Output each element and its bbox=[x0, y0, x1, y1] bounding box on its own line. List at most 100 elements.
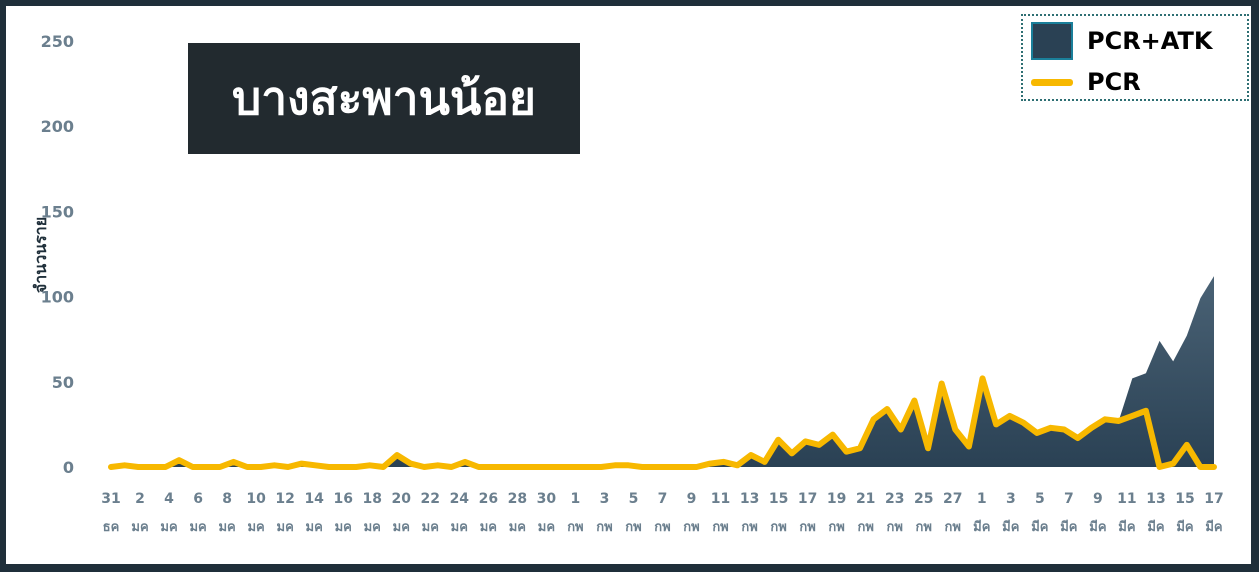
x-tick-month: มีค bbox=[1118, 519, 1135, 535]
y-tick-label: 50 bbox=[52, 373, 74, 392]
x-tick-month: มค bbox=[189, 520, 206, 535]
x-tick-month: มีค bbox=[1205, 519, 1222, 535]
x-tick-day: 8 bbox=[222, 491, 232, 507]
x-tick-day: 14 bbox=[304, 491, 324, 507]
plot-area bbox=[108, 276, 1217, 470]
y-tick-label: 0 bbox=[63, 458, 74, 477]
x-tick-month: มีค bbox=[1031, 519, 1048, 535]
x-tick-month: กพ bbox=[625, 520, 641, 535]
x-tick-day: 6 bbox=[193, 491, 203, 507]
x-tick-day: 23 bbox=[885, 491, 904, 507]
x-tick-month: มค bbox=[393, 520, 410, 535]
y-axis: 0 50 100 150 200 250 bbox=[41, 32, 74, 477]
x-tick-month: มีค bbox=[1089, 519, 1106, 535]
y-tick-label: 100 bbox=[41, 288, 74, 307]
x-tick-day: 11 bbox=[1117, 491, 1136, 507]
x-tick-day: 24 bbox=[450, 491, 470, 507]
x-tick-day: 21 bbox=[856, 491, 875, 507]
x-tick-month: กพ bbox=[712, 520, 728, 535]
x-tick-month: มีค bbox=[1176, 519, 1193, 535]
x-tick-day: 20 bbox=[392, 491, 412, 507]
x-tick-month: มค bbox=[480, 520, 497, 535]
y-tick-label: 200 bbox=[41, 117, 74, 136]
x-tick-day: 30 bbox=[537, 491, 557, 507]
x-tick-month: มค bbox=[422, 520, 439, 535]
x-tick-month: มค bbox=[538, 520, 555, 535]
legend-swatch-area bbox=[1031, 22, 1073, 60]
x-tick-day: 1 bbox=[571, 491, 581, 507]
x-tick-day: 11 bbox=[711, 491, 730, 507]
x-tick-day: 26 bbox=[479, 491, 498, 507]
legend-label-area: PCR+ATK bbox=[1087, 27, 1213, 55]
x-tick-day: 13 bbox=[740, 491, 759, 507]
x-tick-day: 27 bbox=[943, 491, 962, 507]
x-tick-month: มีค bbox=[1060, 519, 1077, 535]
x-tick-day: 2 bbox=[135, 491, 145, 507]
x-tick-month: กพ bbox=[799, 520, 815, 535]
x-tick-day: 22 bbox=[421, 491, 440, 507]
x-tick-day: 15 bbox=[1175, 491, 1194, 507]
x-tick-month: มีค bbox=[1002, 519, 1019, 535]
x-tick-month: มค bbox=[364, 520, 381, 535]
x-tick-month: กพ bbox=[916, 520, 932, 535]
x-tick-month: มค bbox=[218, 520, 235, 535]
x-tick-month: กพ bbox=[596, 520, 612, 535]
x-tick-month: กพ bbox=[567, 520, 583, 535]
x-tick-day: 18 bbox=[362, 491, 381, 507]
x-tick-month: กพ bbox=[886, 520, 902, 535]
x-tick-month: กพ bbox=[828, 520, 844, 535]
x-tick-day: 9 bbox=[687, 491, 697, 507]
x-tick-month: มค bbox=[451, 520, 468, 535]
x-tick-day: 19 bbox=[827, 491, 846, 507]
x-tick-day: 15 bbox=[769, 491, 788, 507]
x-tick-month: กพ bbox=[770, 520, 786, 535]
x-tick-month: มค bbox=[160, 520, 177, 535]
x-tick-month: กพ bbox=[741, 520, 757, 535]
x-tick-month: มค bbox=[247, 520, 264, 535]
x-tick-month: มค bbox=[335, 520, 352, 535]
x-axis: 31ธค2มค4มค6มค8มค10มค12มค14มค16มค18มค20มค… bbox=[101, 491, 1223, 535]
x-tick-month: มค bbox=[277, 520, 294, 535]
x-tick-day: 28 bbox=[508, 491, 527, 507]
x-tick-day: 25 bbox=[914, 491, 933, 507]
x-tick-month: กพ bbox=[857, 520, 873, 535]
x-tick-day: 31 bbox=[101, 491, 120, 507]
x-tick-day: 5 bbox=[629, 491, 639, 507]
legend-swatch-line bbox=[1031, 78, 1073, 86]
x-tick-month: กพ bbox=[683, 520, 699, 535]
x-tick-day: 3 bbox=[1006, 491, 1016, 507]
x-tick-day: 16 bbox=[333, 491, 352, 507]
x-tick-month: มค bbox=[509, 520, 526, 535]
x-tick-day: 7 bbox=[658, 491, 668, 507]
x-tick-month: กพ bbox=[945, 520, 961, 535]
x-tick-day: 17 bbox=[1204, 491, 1223, 507]
y-tick-label: 250 bbox=[41, 32, 74, 51]
x-tick-day: 4 bbox=[164, 491, 174, 507]
x-tick-day: 17 bbox=[798, 491, 817, 507]
y-axis-label: จำนวนราย bbox=[31, 217, 50, 293]
x-tick-month: มีค bbox=[1147, 519, 1164, 535]
x-tick-day: 1 bbox=[977, 491, 987, 507]
x-tick-day: 7 bbox=[1064, 491, 1074, 507]
chart-title: บางสะพานน้อย bbox=[232, 71, 536, 125]
legend-item-area: PCR+ATK bbox=[1031, 22, 1212, 60]
x-tick-day: 12 bbox=[275, 491, 294, 507]
series-area-pcr-atk bbox=[111, 276, 1214, 467]
title-box: บางสะพานน้อย bbox=[188, 43, 580, 154]
x-tick-day: 10 bbox=[246, 491, 266, 507]
x-tick-month: ธค bbox=[103, 520, 120, 535]
x-tick-day: 3 bbox=[600, 491, 610, 507]
x-tick-month: มค bbox=[131, 520, 148, 535]
legend: PCR+ATK PCR bbox=[1021, 14, 1249, 101]
series-line-pcr bbox=[108, 375, 1217, 470]
x-tick-day: 13 bbox=[1146, 491, 1165, 507]
x-tick-day: 5 bbox=[1035, 491, 1045, 507]
legend-item-line: PCR bbox=[1031, 68, 1141, 96]
x-tick-month: มีค bbox=[973, 519, 990, 535]
y-tick-label: 150 bbox=[41, 202, 74, 221]
x-tick-month: มค bbox=[306, 520, 323, 535]
legend-label-line: PCR bbox=[1087, 68, 1141, 96]
x-tick-month: กพ bbox=[654, 520, 670, 535]
x-tick-day: 9 bbox=[1093, 491, 1103, 507]
